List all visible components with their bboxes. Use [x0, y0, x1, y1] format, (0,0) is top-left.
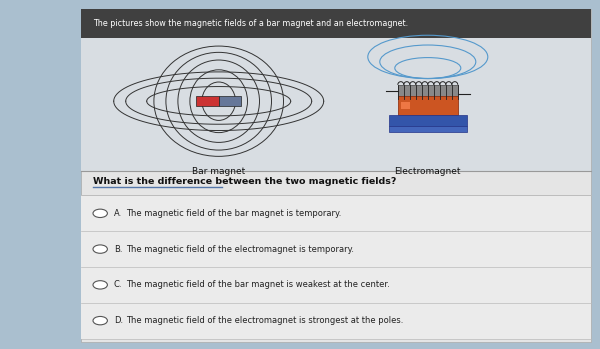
Text: The magnetic field of the electromagnet is temporary.: The magnetic field of the electromagnet …: [126, 245, 354, 254]
Text: The magnetic field of the bar magnet is weakest at the center.: The magnetic field of the bar magnet is …: [126, 280, 390, 289]
Text: B.: B.: [114, 245, 122, 254]
Text: D.: D.: [114, 316, 123, 325]
Text: Electromagnet: Electromagnet: [395, 167, 461, 176]
Circle shape: [93, 209, 107, 217]
Text: What is the difference between the two magnetic fields?: What is the difference between the two m…: [93, 177, 397, 186]
Bar: [219, 96, 241, 106]
Text: The magnetic field of the electromagnet is strongest at the poles.: The magnetic field of the electromagnet …: [126, 316, 403, 325]
Text: C.: C.: [114, 280, 122, 289]
Text: Bar magnet: Bar magnet: [192, 167, 245, 176]
Bar: [389, 126, 467, 132]
Bar: [81, 303, 591, 339]
Circle shape: [93, 281, 107, 289]
Bar: [401, 102, 410, 110]
Text: The pictures show the magnetic fields of a bar magnet and an electromagnet.: The pictures show the magnetic fields of…: [93, 19, 408, 28]
Bar: [81, 9, 591, 342]
Bar: [196, 96, 219, 106]
Circle shape: [93, 245, 107, 253]
Bar: [81, 38, 591, 171]
Bar: [81, 231, 591, 267]
Text: A.: A.: [114, 209, 122, 218]
Bar: [81, 267, 591, 303]
Circle shape: [93, 317, 107, 325]
Text: The magnetic field of the bar magnet is temporary.: The magnetic field of the bar magnet is …: [126, 209, 341, 218]
Bar: [389, 115, 467, 126]
Bar: [81, 195, 591, 231]
Bar: [398, 85, 458, 99]
Bar: [81, 9, 591, 38]
Bar: [398, 96, 458, 115]
